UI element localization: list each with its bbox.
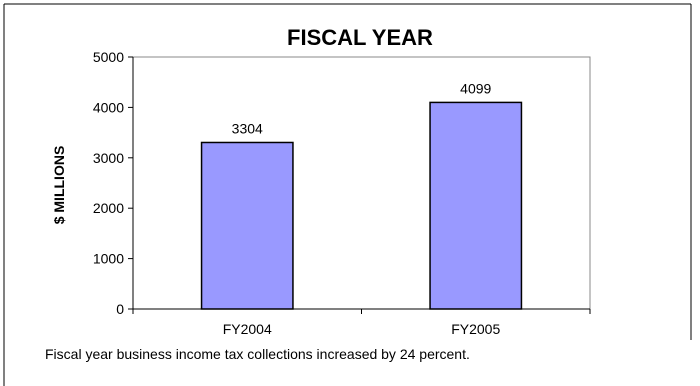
y-axis: 0 1000 2000 3000 4000 5000: [93, 49, 134, 317]
y-tick-label: 4000: [93, 99, 124, 115]
chart-title: FISCAL YEAR: [287, 25, 433, 50]
y-axis-label: $ MILLIONS: [51, 146, 67, 225]
bar-series: 3304 4099: [200, 80, 523, 310]
x-category-label: FY2004: [223, 321, 272, 337]
y-tick-label: 0: [116, 301, 124, 317]
bar-value-label: 4099: [460, 80, 491, 96]
y-tick-label: 1000: [93, 251, 124, 267]
bar: [429, 101, 523, 310]
y-tick-label: 5000: [93, 49, 124, 65]
y-tick-label: 2000: [93, 200, 124, 216]
y-tick-label: 3000: [93, 150, 124, 166]
x-category-label: FY2005: [451, 321, 500, 337]
x-axis: FY2004 FY2005: [132, 308, 591, 337]
chart-caption: Fiscal year business income tax collecti…: [45, 346, 470, 362]
bar: [200, 141, 294, 310]
bar-value-label: 3304: [232, 120, 263, 136]
